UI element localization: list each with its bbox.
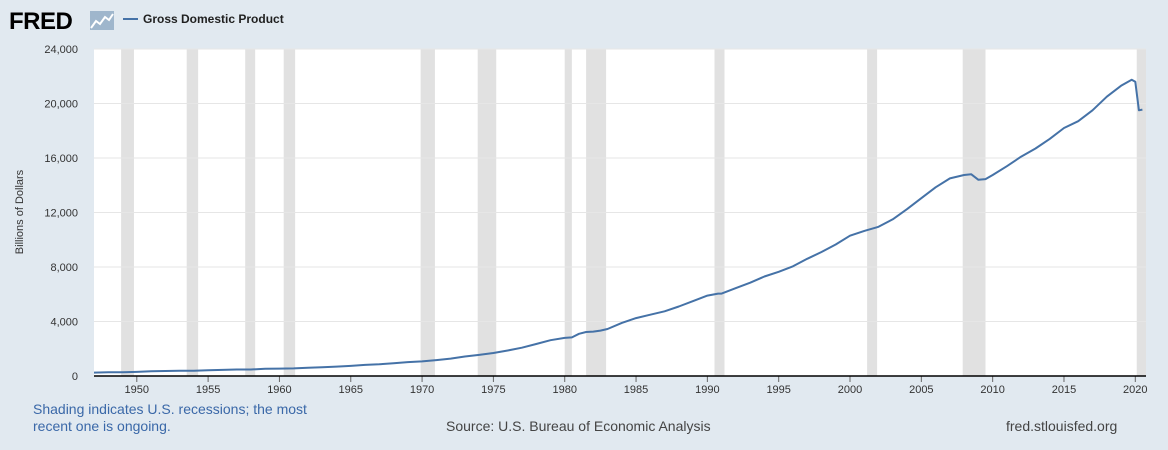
series-line-gdp xyxy=(93,78,1143,374)
y-axis-label: Billions of Dollars xyxy=(14,169,26,254)
x-tick-label: 2005 xyxy=(909,384,933,396)
x-tick-label: 2015 xyxy=(1052,384,1076,396)
x-tick-label: 2020 xyxy=(1123,384,1147,396)
y-tick-label: 0 xyxy=(72,371,78,383)
gdp-chart: FRED Gross Domestic Product 0 4,000 8,000 1… xyxy=(9,8,1148,396)
x-tick-label: 1965 xyxy=(339,384,363,396)
x-tick-label: 1955 xyxy=(196,384,220,396)
series-layer xyxy=(93,78,1143,374)
x-tick-label: 1995 xyxy=(766,384,790,396)
x-tick-label: 1970 xyxy=(410,384,434,396)
x-tick-label: 1980 xyxy=(552,384,576,396)
recession-note: Shading indicates U.S. recessions; the m… xyxy=(33,401,307,434)
y-tick-label: 4,000 xyxy=(50,317,78,329)
legend-label: Gross Domestic Product xyxy=(143,12,284,26)
x-tick-label: 2010 xyxy=(980,384,1004,396)
x-axis-ticks: 1950 1955 1960 1965 1970 1975 1980 1985 1990 1995… xyxy=(125,376,1148,396)
x-tick-label: 2000 xyxy=(838,384,862,396)
y-axis-ticks: 0 4,000 8,000 12,000 16,000 20,000 24,000 xyxy=(44,44,78,383)
gridlines xyxy=(94,48,1146,322)
x-tick-label: 1950 xyxy=(125,384,149,396)
fred-line-chart-icon xyxy=(90,11,114,30)
y-tick-label: 12,000 xyxy=(44,208,78,220)
x-tick-label: 1975 xyxy=(481,384,505,396)
fred-logo-text: FRED xyxy=(9,8,73,35)
x-tick-label: 1960 xyxy=(267,384,291,396)
x-tick-label: 1985 xyxy=(624,384,648,396)
fred-logo[interactable]: FRED xyxy=(9,8,114,35)
y-tick-label: 24,000 xyxy=(44,44,78,56)
y-tick-label: 20,000 xyxy=(44,99,78,111)
x-tick-label: 1990 xyxy=(695,384,719,396)
source-text: Source: U.S. Bureau of Economic Analysis xyxy=(446,418,711,434)
fred-url-link[interactable]: fred.stlouisfed.org xyxy=(1006,418,1118,434)
legend: Gross Domestic Product xyxy=(123,12,284,26)
y-tick-label: 8,000 xyxy=(50,262,78,274)
y-tick-label: 16,000 xyxy=(44,153,78,165)
